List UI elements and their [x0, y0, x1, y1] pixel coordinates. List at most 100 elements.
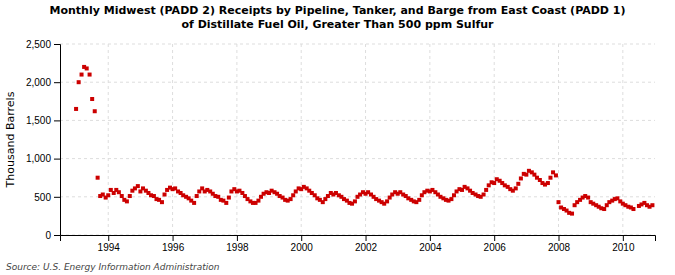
point	[192, 201, 196, 205]
tick-mark	[54, 44, 60, 45]
grid-line	[622, 44, 623, 235]
tick-label: 1994	[98, 242, 121, 253]
grid-line	[60, 44, 655, 45]
tick-mark	[54, 120, 60, 121]
tick-mark	[366, 235, 367, 241]
grid	[60, 44, 655, 235]
point	[80, 73, 84, 77]
point	[557, 200, 561, 204]
tick-mark	[430, 235, 431, 241]
point	[524, 173, 528, 177]
tick-mark	[494, 235, 495, 241]
tick-label: 2004	[419, 242, 442, 253]
y-tick: 1,000	[26, 153, 60, 164]
point	[482, 193, 486, 197]
tick-label: 1,500	[26, 115, 51, 126]
point	[514, 186, 518, 190]
point	[546, 181, 550, 185]
x-tick: 2010	[612, 235, 635, 253]
x-tick: 1994	[98, 235, 121, 253]
title: Monthly Midwest (PADD 2) Receipts by Pip…	[50, 4, 626, 17]
tick-mark	[623, 235, 624, 241]
y-tick: 2,000	[26, 77, 60, 88]
grid-line	[236, 44, 237, 235]
grid-line	[172, 44, 173, 235]
point	[106, 193, 110, 197]
tick-label: 2008	[548, 242, 571, 253]
plot: 1994 1996 1998 2000 2002 2004 2006 2008 2010 0 500…	[26, 39, 656, 253]
point	[570, 212, 574, 216]
point	[631, 207, 635, 211]
grid-line	[108, 44, 109, 235]
tick-label: 2000	[291, 242, 314, 253]
point	[548, 176, 552, 180]
point	[117, 190, 121, 194]
point	[224, 201, 228, 205]
tick-label: 2,500	[26, 39, 51, 50]
tick-mark	[237, 235, 238, 241]
point	[74, 107, 78, 111]
point	[353, 199, 357, 203]
point	[195, 194, 199, 198]
point	[160, 200, 164, 204]
annotation: Source: U.S. Energy Information Administ…	[6, 262, 220, 272]
tick-mark	[54, 235, 60, 236]
point	[484, 188, 488, 192]
tick-label: 2010	[612, 242, 635, 253]
point	[452, 193, 456, 197]
chart-container: Monthly Midwest (PADD 2) Receipts by Pip…	[0, 0, 675, 275]
point	[554, 173, 558, 177]
grid-line	[60, 120, 655, 121]
point	[85, 66, 89, 70]
axis-line	[61, 236, 656, 242]
point	[125, 199, 129, 203]
tick-label: 1,000	[26, 153, 51, 164]
tick-label: 2,000	[26, 77, 51, 88]
point	[256, 199, 260, 203]
chart-svg: Monthly Midwest (PADD 2) Receipts by Pip…	[0, 0, 675, 275]
y-tick: 0	[45, 230, 60, 241]
x-tick: 1996	[162, 235, 185, 253]
y-axis: 0 500 1,000 1,500 2,000 2,500	[26, 39, 61, 241]
grid-line	[558, 44, 559, 235]
tick-mark	[301, 235, 302, 241]
tick-mark	[54, 82, 60, 83]
x-tick: 2008	[548, 235, 571, 253]
points	[74, 65, 654, 216]
point	[163, 193, 167, 197]
point	[586, 196, 590, 200]
tick-mark	[173, 235, 174, 241]
subtitle: of Distillate Fuel Oil, Greater Than 500…	[181, 18, 494, 31]
point	[289, 197, 293, 201]
point	[417, 198, 421, 202]
tick-mark	[108, 235, 109, 241]
point	[88, 73, 92, 77]
point	[93, 109, 97, 113]
x-tick: 1998	[226, 235, 249, 253]
y-tick: 1,500	[26, 115, 60, 126]
point	[385, 199, 389, 203]
grid-line	[301, 44, 302, 235]
point	[120, 194, 124, 198]
grid-line	[60, 82, 655, 83]
point	[519, 176, 523, 180]
point	[90, 97, 94, 101]
grid-line	[60, 158, 655, 159]
y-tick: 2,500	[26, 39, 60, 50]
grid-line	[494, 44, 495, 235]
tick-label: 2002	[355, 242, 378, 253]
point	[516, 182, 520, 186]
point	[449, 197, 453, 201]
tick-label: 500	[34, 192, 51, 203]
axis-line	[54, 45, 61, 236]
point	[136, 184, 140, 188]
x-tick: 2000	[291, 235, 314, 253]
tick-label: 1998	[226, 242, 249, 253]
y-tick: 500	[34, 192, 60, 203]
grid-line	[429, 44, 430, 235]
x-tick: 2002	[355, 235, 378, 253]
tick-label: 2006	[484, 242, 507, 253]
x-tick: 2004	[419, 235, 442, 253]
grid-line	[365, 44, 366, 235]
point	[602, 207, 606, 211]
